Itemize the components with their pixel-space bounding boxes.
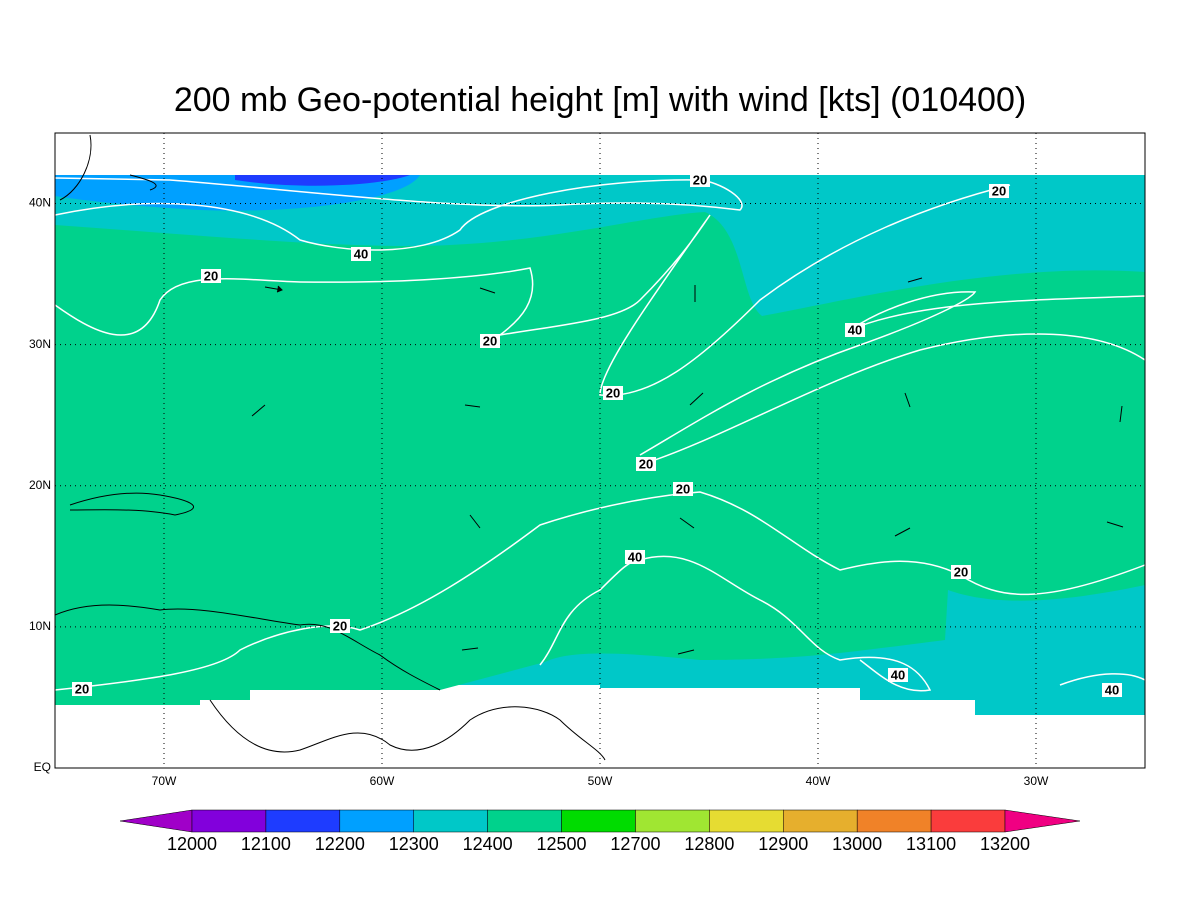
wind-isotachs <box>54 177 1146 692</box>
contour-label: 20 <box>639 456 653 471</box>
y-tick-label: 40N <box>29 196 51 210</box>
colorbar-label: 13000 <box>832 834 882 854</box>
colorbar-triangle <box>1004 809 1081 833</box>
isotach <box>639 291 1146 456</box>
x-tick-label: 30W <box>1024 774 1049 788</box>
colorbar-label: 13200 <box>980 834 1030 854</box>
contour-label: 20 <box>333 618 347 633</box>
wind-arrow <box>677 649 695 655</box>
wind-arrow <box>461 647 479 651</box>
wind-arrow <box>904 392 911 408</box>
coastline <box>69 492 194 516</box>
contour-label-box <box>625 550 645 564</box>
contour-label: 20 <box>75 681 89 696</box>
coastline <box>59 134 157 201</box>
height-region <box>235 175 410 186</box>
colorbar-label: 12000 <box>167 834 217 854</box>
contour-label-box <box>888 668 908 682</box>
wind-arrow <box>264 285 283 293</box>
colorbar-box <box>487 809 562 833</box>
y-tick-label: 30N <box>29 337 51 351</box>
colorbar-box <box>930 809 1006 833</box>
isotach <box>1059 673 1146 686</box>
contour-label-box <box>845 323 865 337</box>
wind-arrow <box>679 517 695 529</box>
contour-label-box <box>951 565 971 579</box>
contour-label-box <box>1102 683 1122 697</box>
colorbar-box <box>265 809 341 833</box>
colorbar-label: 12900 <box>758 834 808 854</box>
filled-contours <box>55 175 1145 715</box>
x-tick-label: 40W <box>806 774 831 788</box>
isotach <box>54 177 743 251</box>
colorbar-label: 12400 <box>463 834 513 854</box>
colorbar-box <box>191 809 267 833</box>
wind-arrows <box>251 277 1124 655</box>
contour-label-box <box>480 334 500 348</box>
wind-arrow <box>894 527 911 537</box>
colorbar-label: 12700 <box>610 834 660 854</box>
isotach <box>639 555 932 692</box>
contour-label: 20 <box>693 172 707 187</box>
colorbar-box <box>783 809 858 833</box>
x-tick-label: 50W <box>588 774 613 788</box>
wind-arrow <box>464 404 481 408</box>
colorbar-box <box>856 809 932 833</box>
y-tick-label: EQ <box>34 760 51 774</box>
contour-label: 40 <box>628 549 642 564</box>
y-tick-label: 20N <box>29 478 51 492</box>
colorbar-box <box>561 809 636 833</box>
contour-label-box <box>351 247 371 261</box>
coastline <box>209 699 606 761</box>
contour-label-box <box>330 619 350 633</box>
colorbar-box <box>709 809 784 833</box>
colorbar-label: 12800 <box>684 834 734 854</box>
contour-label: 40 <box>848 322 862 337</box>
contour-label-box <box>989 184 1009 198</box>
map-title: 200 mb Geo-potential height [m] with win… <box>174 81 1026 119</box>
isotach <box>639 333 1146 466</box>
colorbar-label: 12200 <box>315 834 365 854</box>
contour-label-box <box>603 386 623 400</box>
contour-label-box <box>72 682 92 696</box>
isotach <box>54 184 1011 397</box>
contour-label-box <box>636 457 656 471</box>
colorbar-label: 12300 <box>389 834 439 854</box>
contour-label: 40 <box>354 246 368 261</box>
wind-arrow <box>251 404 266 417</box>
contour-label: 20 <box>676 481 690 496</box>
wind-arrow <box>1119 405 1123 423</box>
wind-arrow <box>907 277 923 283</box>
coastlines <box>54 134 606 761</box>
x-tick-label: 70W <box>152 774 177 788</box>
colorbar-label: 13100 <box>906 834 956 854</box>
coastline <box>54 604 441 691</box>
contour-label-box <box>690 173 710 187</box>
x-tick-label: 60W <box>370 774 395 788</box>
wind-arrow <box>469 514 481 529</box>
wind-arrow <box>1106 521 1124 528</box>
colorbar-box <box>413 809 488 833</box>
contour-label: 20 <box>204 268 218 283</box>
contour-label: 20 <box>954 564 968 579</box>
contour-label: 20 <box>992 183 1006 198</box>
contour-label-box <box>673 482 693 496</box>
wind-arrow <box>689 392 704 406</box>
contour-label: 40 <box>1105 682 1119 697</box>
y-tick-label: 10N <box>29 619 51 633</box>
contour-label: 20 <box>606 385 620 400</box>
colorbar-label: 12100 <box>241 834 291 854</box>
contour-label: 40 <box>891 667 905 682</box>
contour-label: 20 <box>483 333 497 348</box>
colorbar-label: 12500 <box>537 834 587 854</box>
colorbar-box <box>635 809 710 833</box>
map-frame <box>54 132 1146 769</box>
contour-label-box <box>201 269 221 283</box>
wind-arrow <box>479 287 496 294</box>
colorbar: 12000 12100 12200 12300 12400 12500 12700 12800… <box>119 809 1081 854</box>
contour-labels: 20 20 40 20 20 40 20 20 20 40 20 20 20 40 40 <box>72 172 1122 697</box>
colorbar-box <box>339 809 414 833</box>
